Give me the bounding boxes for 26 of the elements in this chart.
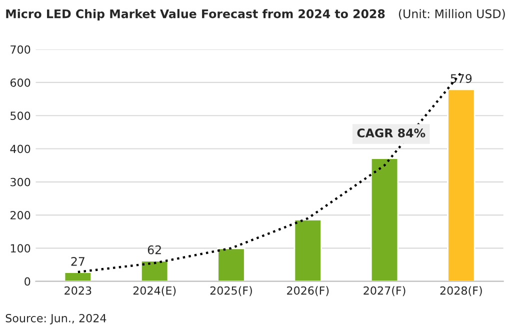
x-tick-label: 2025(F) [210,286,252,296]
y-tick-label: 100 [10,244,30,253]
x-tick-label: 2023 [64,286,92,295]
data-label: 27 [71,256,84,266]
chart-title: Micro LED Chip Market Value Forecast from 2024 to 2028 [6,9,385,21]
y-tick-label: 0 [24,277,30,286]
bar [294,218,322,282]
y-tick-label: 500 [10,112,30,120]
bar [447,88,476,282]
chart-subtitle: (Unit: Million USD) [398,9,505,20]
x-tick-label: 2027(F) [364,286,406,296]
data-label: 62 [148,245,161,254]
bar [140,260,169,282]
x-tick-label: 2028(F) [440,286,482,296]
source-note: Source: Jun., 2024 [6,314,106,324]
x-tick-label: 2024(E) [133,286,176,296]
bar [370,158,399,282]
y-tick-label: 600 [10,78,30,87]
y-tick-label: 200 [10,211,30,220]
y-tick-label: 400 [10,144,30,154]
bar [217,248,246,282]
y-tick-label: 300 [10,178,30,186]
y-tick-label: 700 [10,45,30,54]
bar [64,272,92,282]
x-tick-label: 2026(F) [287,286,329,296]
annotation: CAGR 84% [357,128,426,138]
